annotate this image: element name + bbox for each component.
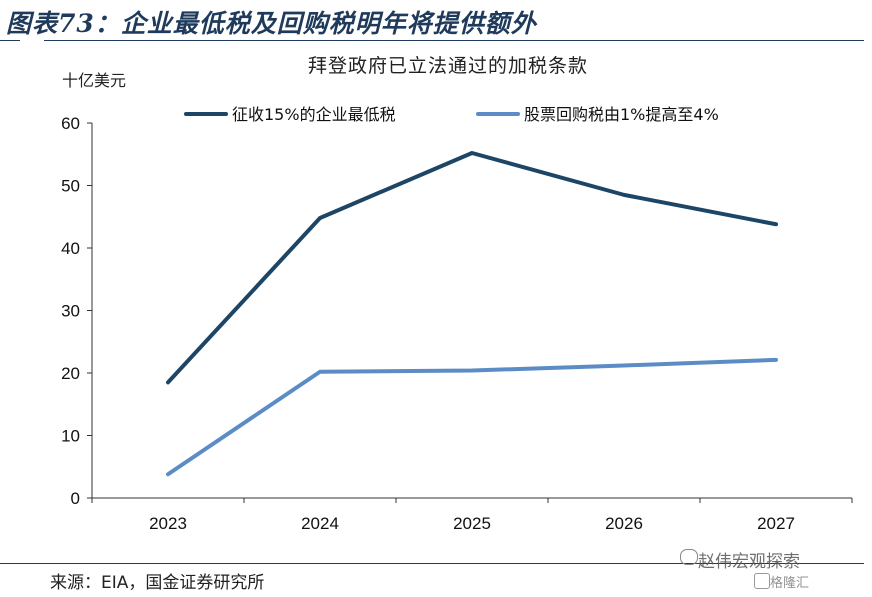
legend-label-1: 征收15%的企业最低税: [232, 105, 396, 124]
x-tick-label: 2026: [605, 514, 643, 533]
y-tick-label: 0: [71, 489, 80, 508]
y-tick-label: 60: [61, 114, 80, 133]
title-divider: [0, 40, 864, 41]
wechat-icon: [680, 549, 698, 565]
x-tick-label: 2027: [757, 514, 795, 533]
series-layer: [166, 151, 778, 477]
y-tick-label: 40: [61, 239, 80, 258]
y-tick-label: 20: [61, 364, 80, 383]
x-tick-label: 2024: [301, 514, 339, 533]
x-tick-label: 2025: [453, 514, 491, 533]
legend-label-2: 股票回购税由1%提高至4%: [524, 105, 719, 124]
y-axis-unit-label: 十亿美元: [62, 71, 126, 90]
x-tick-label: 2023: [149, 514, 187, 533]
watermark-logo-text: 格隆汇: [770, 576, 810, 591]
axes: 0 10 20 30 40 50 60 2023 2024 2025 2026 2027: [61, 114, 853, 533]
footer-divider: [0, 563, 864, 564]
figure-title: 图表73：企业最低税及回购税明年将提供额外: [6, 9, 537, 38]
y-tick-label: 30: [61, 302, 80, 321]
legend: 征收15%的企业最低税 股票回购税由1%提高至4%: [184, 105, 719, 124]
chart-title: 拜登政府已立法通过的加税条款: [308, 55, 588, 77]
series-line-2: [166, 357, 778, 477]
watermark-text: 赵伟宏观探索: [698, 552, 800, 572]
gelonghui-logo-icon: [754, 573, 770, 589]
source-note: 来源：EIA，国金证券研究所: [50, 573, 265, 593]
y-tick-label: 50: [61, 177, 80, 196]
series-line-1: [166, 151, 778, 385]
y-tick-label: 10: [61, 427, 80, 446]
